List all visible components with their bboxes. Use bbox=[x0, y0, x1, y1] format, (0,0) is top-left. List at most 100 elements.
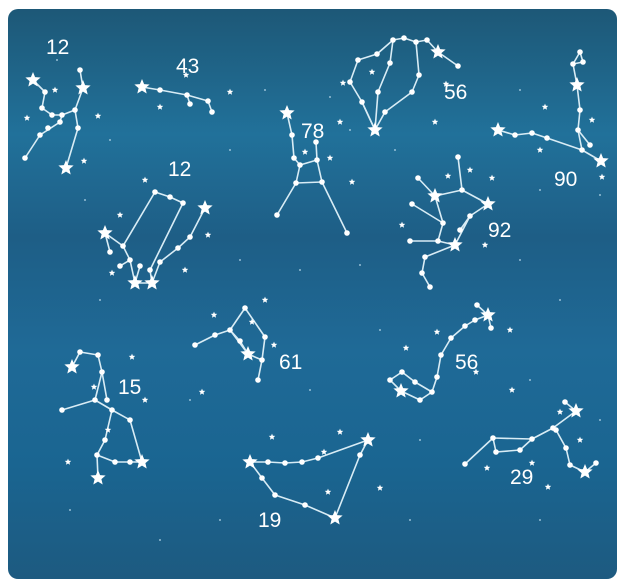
constellation-7-star-dot bbox=[459, 187, 465, 193]
constellation-7-line bbox=[411, 203, 444, 224]
constellation-6-star-icon bbox=[204, 231, 212, 238]
constellation-11-star-dot bbox=[315, 455, 321, 461]
background-star-dot bbox=[599, 194, 601, 196]
constellation-4-star-icon bbox=[442, 80, 450, 87]
background-star-dot bbox=[56, 59, 58, 61]
constellation-3-star-dot bbox=[289, 132, 295, 138]
constellation-9-star-dot bbox=[417, 397, 423, 403]
constellation-1-star-dot bbox=[75, 125, 81, 131]
constellation-5-line bbox=[577, 109, 581, 131]
constellation-6-star-dot bbox=[137, 263, 143, 269]
constellation-12-star-icon bbox=[576, 436, 584, 443]
constellation-6-star-dot bbox=[120, 243, 126, 249]
constellation-8-star-icon bbox=[248, 318, 256, 325]
constellation-10-star-icon bbox=[64, 359, 80, 374]
constellation-7-line bbox=[424, 244, 456, 258]
constellation-12-star-icon bbox=[528, 459, 536, 466]
constellation-7-line bbox=[459, 215, 471, 231]
background-star-dot bbox=[539, 519, 541, 521]
constellation-6-star-icon bbox=[108, 269, 116, 276]
constellation-11-star-icon bbox=[242, 454, 258, 469]
constellation-10-star-dot bbox=[109, 407, 115, 413]
constellation-4-line bbox=[357, 53, 378, 61]
background-star-dot bbox=[109, 139, 111, 141]
constellation-8-star-dot bbox=[237, 338, 243, 344]
constellation-5-star-icon bbox=[536, 146, 544, 153]
constellation-9-star-dot bbox=[429, 389, 435, 395]
constellation-3-star-dot bbox=[274, 212, 280, 218]
constellation-4-line bbox=[377, 62, 391, 93]
background-star-dot bbox=[409, 519, 411, 521]
constellation-4-line bbox=[349, 59, 359, 83]
constellation-8-star-dot bbox=[259, 357, 265, 363]
constellation-12-star-icon bbox=[577, 464, 593, 479]
constellation-4-star-dot bbox=[424, 37, 430, 43]
background-star-dot bbox=[329, 96, 331, 98]
constellation-10-star-icon bbox=[90, 383, 98, 390]
night-sky-panel: 12 43 78 56 90 12 92 61 56 15 19 29 bbox=[8, 9, 617, 579]
background-star-dot bbox=[229, 149, 231, 151]
constellation-5-number: 90 bbox=[554, 168, 578, 191]
background-star-dot bbox=[69, 509, 71, 511]
constellation-5-star-icon bbox=[569, 77, 585, 92]
constellation-6-star-dot bbox=[187, 234, 193, 240]
constellation-7-star-dot bbox=[435, 238, 441, 244]
constellation-5-star-dot bbox=[570, 61, 576, 67]
constellation-3-star-dot bbox=[297, 162, 303, 168]
constellation-4-star-dot bbox=[375, 89, 381, 95]
constellation-8-star-dot bbox=[227, 327, 233, 333]
constellation-5-star-icon bbox=[490, 122, 506, 137]
background-star-dot bbox=[264, 89, 266, 91]
constellation-8-star-icon bbox=[198, 388, 206, 395]
constellation-3-line bbox=[295, 164, 301, 184]
constellation-9-star-icon bbox=[402, 344, 410, 351]
constellation-1-star-icon bbox=[25, 72, 41, 87]
constellation-10-line bbox=[61, 399, 96, 411]
constellation-5-line bbox=[514, 132, 533, 136]
constellation-6-star-dot bbox=[117, 263, 123, 269]
constellation-12-star-dot bbox=[562, 399, 568, 405]
constellation-9-star-dot bbox=[399, 369, 405, 375]
constellation-5-star-dot bbox=[587, 142, 593, 148]
constellation-5-line bbox=[577, 129, 583, 151]
constellation-5-star-icon bbox=[588, 116, 596, 123]
constellation-9-star-dot bbox=[438, 352, 444, 358]
constellation-7-number: 92 bbox=[488, 219, 512, 242]
constellation-3-star-icon bbox=[279, 105, 295, 120]
constellation-6-line bbox=[149, 202, 184, 271]
constellation-1-line bbox=[74, 109, 79, 129]
constellation-4-line bbox=[411, 74, 420, 93]
constellation-12-star-icon bbox=[483, 464, 491, 471]
constellation-5-line bbox=[577, 129, 591, 146]
constellation-12-line bbox=[555, 429, 567, 449]
constellation-5-star-dot bbox=[575, 127, 581, 133]
background-star-dot bbox=[359, 264, 361, 266]
constellation-1-star-icon bbox=[23, 114, 31, 121]
constellation-11-star-icon bbox=[268, 433, 276, 440]
constellation-6-number: 12 bbox=[168, 158, 192, 181]
constellation-4-line bbox=[349, 81, 363, 103]
constellation-9-star-dot bbox=[472, 317, 478, 323]
constellation-9-star-dot bbox=[448, 335, 454, 341]
constellation-3-star-icon bbox=[301, 148, 309, 155]
constellation-9-star-icon bbox=[480, 307, 496, 322]
background-star-dot bbox=[529, 379, 531, 381]
constellation-2-star-dot bbox=[187, 101, 193, 107]
constellation-10-number: 15 bbox=[118, 376, 142, 399]
constellation-12-star-dot bbox=[563, 445, 569, 451]
constellation-3-line bbox=[315, 141, 318, 161]
constellation-12-line bbox=[531, 427, 554, 440]
constellation-8-star-dot bbox=[262, 334, 268, 340]
constellation-6-star-dot bbox=[152, 189, 158, 195]
constellation-10-star-icon bbox=[128, 353, 136, 360]
constellation-12-star-icon bbox=[556, 408, 564, 415]
constellation-3-line bbox=[291, 134, 295, 159]
constellation-7-star-dot bbox=[440, 220, 446, 226]
constellation-1-star-dot bbox=[57, 119, 63, 125]
constellation-8-number: 61 bbox=[279, 351, 303, 374]
background-star-dot bbox=[539, 189, 541, 191]
constellation-7-star-dot bbox=[407, 238, 413, 244]
constellation-5-star-dot bbox=[577, 107, 583, 113]
constellation-7-line bbox=[417, 177, 436, 197]
constellation-6-star-dot bbox=[107, 249, 113, 255]
